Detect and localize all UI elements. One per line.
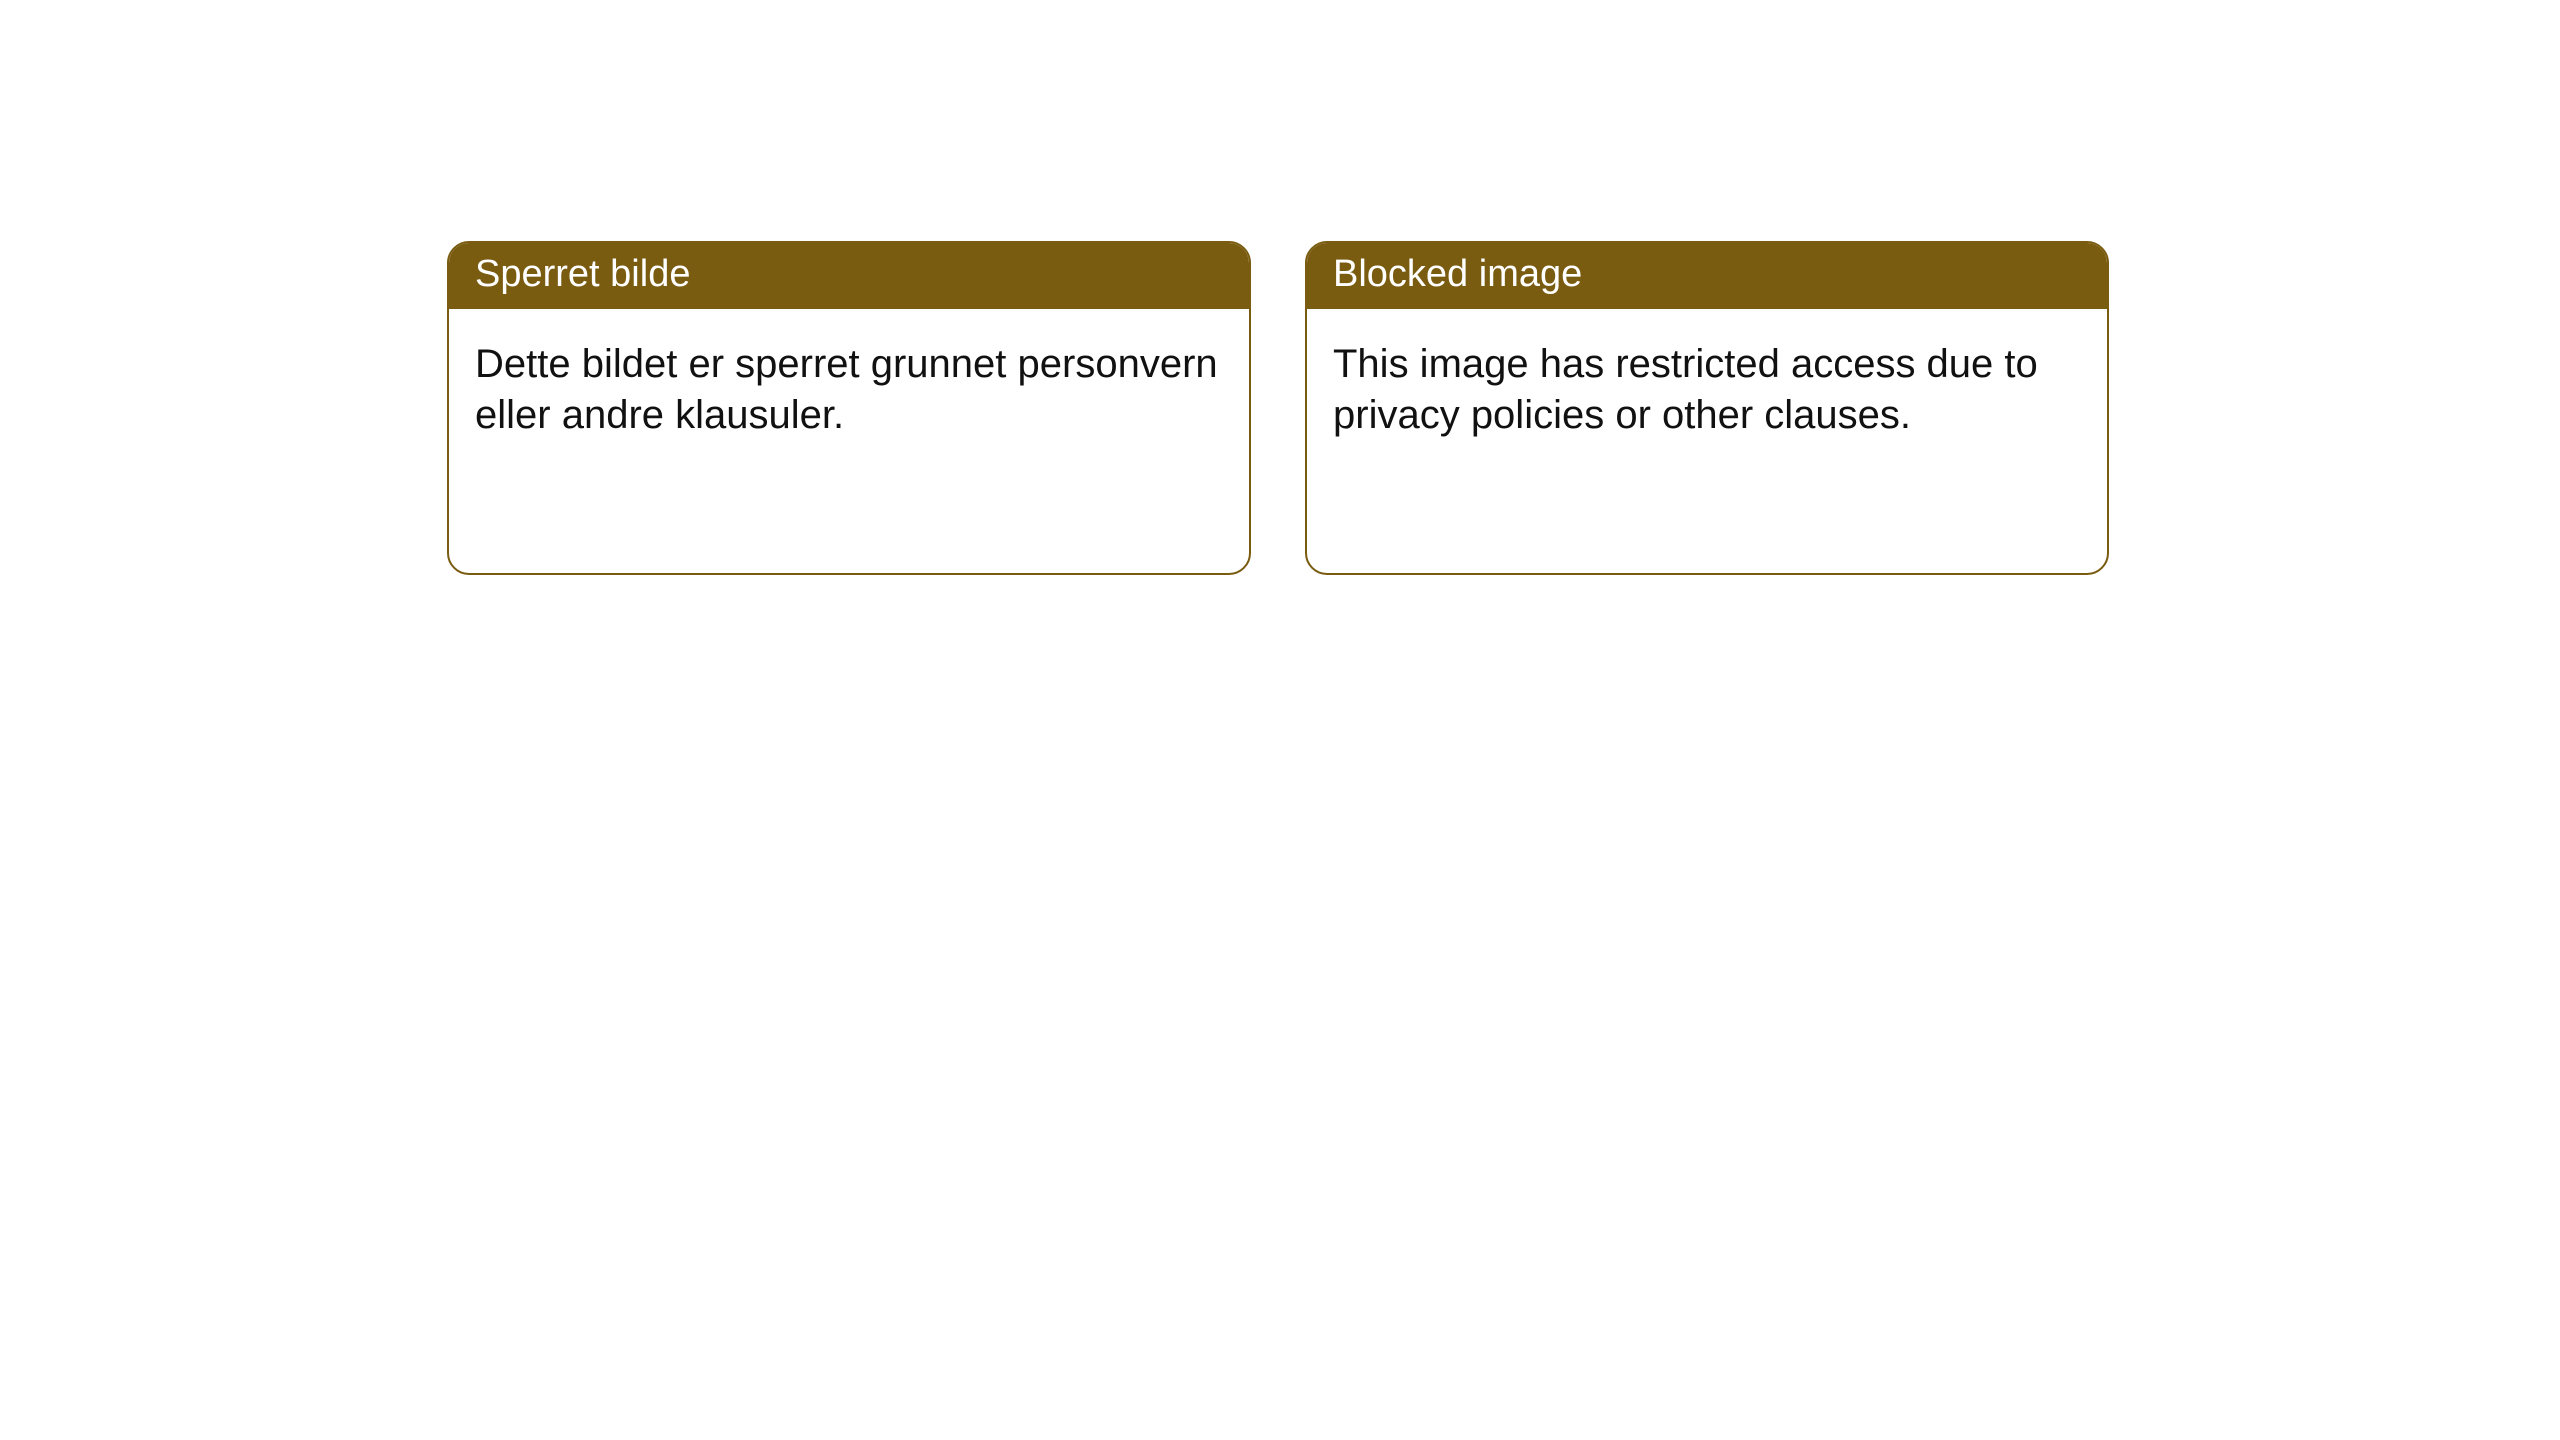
- card-title: Blocked image: [1333, 253, 1582, 295]
- blocked-image-card-english: Blocked image This image has restricted …: [1305, 241, 2109, 575]
- card-header: Blocked image: [1307, 243, 2107, 309]
- card-header: Sperret bilde: [449, 243, 1249, 309]
- card-title: Sperret bilde: [475, 253, 690, 295]
- cards-container: Sperret bilde Dette bildet er sperret gr…: [447, 241, 2109, 575]
- blocked-image-card-norwegian: Sperret bilde Dette bildet er sperret gr…: [447, 241, 1251, 575]
- card-body-text: Dette bildet er sperret grunnet personve…: [475, 342, 1218, 438]
- card-body: This image has restricted access due to …: [1307, 309, 2107, 472]
- card-body: Dette bildet er sperret grunnet personve…: [449, 309, 1249, 472]
- card-body-text: This image has restricted access due to …: [1333, 342, 2038, 438]
